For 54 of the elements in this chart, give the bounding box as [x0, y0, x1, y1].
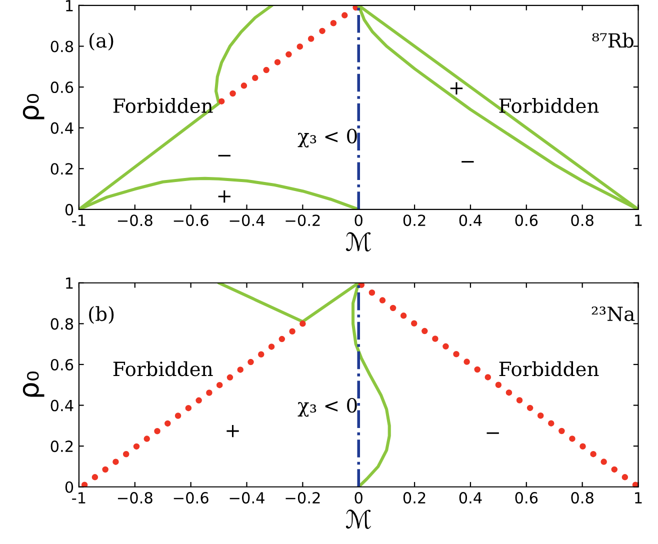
x-tick-label: 0.4 [459, 214, 482, 226]
x-tick-label: −0.2 [286, 492, 320, 504]
y-tick-label: 1 [66, 278, 73, 289]
x-tick-label: −0.8 [118, 492, 152, 504]
x-tick-label: −0.6 [174, 214, 208, 226]
x-tick-label: 0.8 [571, 492, 594, 504]
y-tick-label: 0.8 [50, 40, 74, 52]
annotation: ⁸⁷Rb [592, 32, 634, 48]
y-tick-label: 0.8 [50, 318, 74, 330]
y-tick-label: 0 [65, 481, 74, 493]
annotation: (a) [89, 32, 114, 51]
x-tick-label: 0.6 [515, 492, 538, 504]
annotation: (b) [89, 306, 114, 324]
annotation: + [218, 190, 230, 203]
y-tick-label: 0.2 [50, 163, 73, 175]
x-tick-label: 0.2 [403, 492, 426, 504]
x-tick-label: 0.6 [515, 214, 538, 226]
y-axis-title: ρ₀ [22, 94, 44, 120]
x-tick-label: 0.8 [571, 214, 594, 226]
y-tick-label: 0.4 [50, 122, 74, 134]
y-tick-label: 0.6 [50, 358, 74, 370]
annotation: Forbidden [499, 98, 599, 114]
annotation: Forbidden [499, 361, 599, 376]
y-tick-label: 1 [66, 0, 73, 12]
y-tick-label: 0.4 [50, 400, 74, 412]
x-tick-label: 1 [635, 214, 642, 226]
x-tick-label: 0 [354, 214, 362, 226]
annotation: Forbidden [113, 361, 213, 376]
x-axis-title: ℳ [346, 232, 372, 252]
x-tick-label: −0.4 [230, 214, 264, 226]
x-tick-label: −0.4 [230, 492, 264, 504]
annotation: χ₃ < 0 [298, 128, 357, 148]
x-axis-title: ℳ [346, 510, 372, 529]
y-axis-title: ρ₀ [22, 371, 44, 397]
x-tick-label: 0.2 [403, 214, 426, 226]
x-tick-label: -1 [72, 492, 86, 504]
annotation: ²³Na [592, 306, 635, 322]
annotation: − [218, 154, 230, 156]
annotation: − [462, 161, 474, 163]
annotation: Forbidden [113, 98, 213, 114]
y-tick-label: 0.6 [50, 82, 74, 94]
x-tick-label: 0.4 [459, 492, 482, 504]
y-tick-label: 0 [65, 204, 74, 216]
x-tick-label: −0.8 [118, 214, 152, 226]
x-tick-label: -1 [72, 214, 86, 226]
x-tick-label: 1 [635, 492, 642, 504]
y-tick-label: 0.2 [50, 440, 73, 452]
x-tick-label: 0 [354, 492, 362, 504]
x-tick-label: −0.2 [286, 214, 320, 226]
annotation: + [450, 82, 463, 94]
annotation: χ₃ < 0 [298, 398, 357, 417]
annotation: − [486, 432, 499, 434]
annotation: + [226, 424, 239, 438]
x-tick-label: −0.6 [174, 492, 208, 504]
